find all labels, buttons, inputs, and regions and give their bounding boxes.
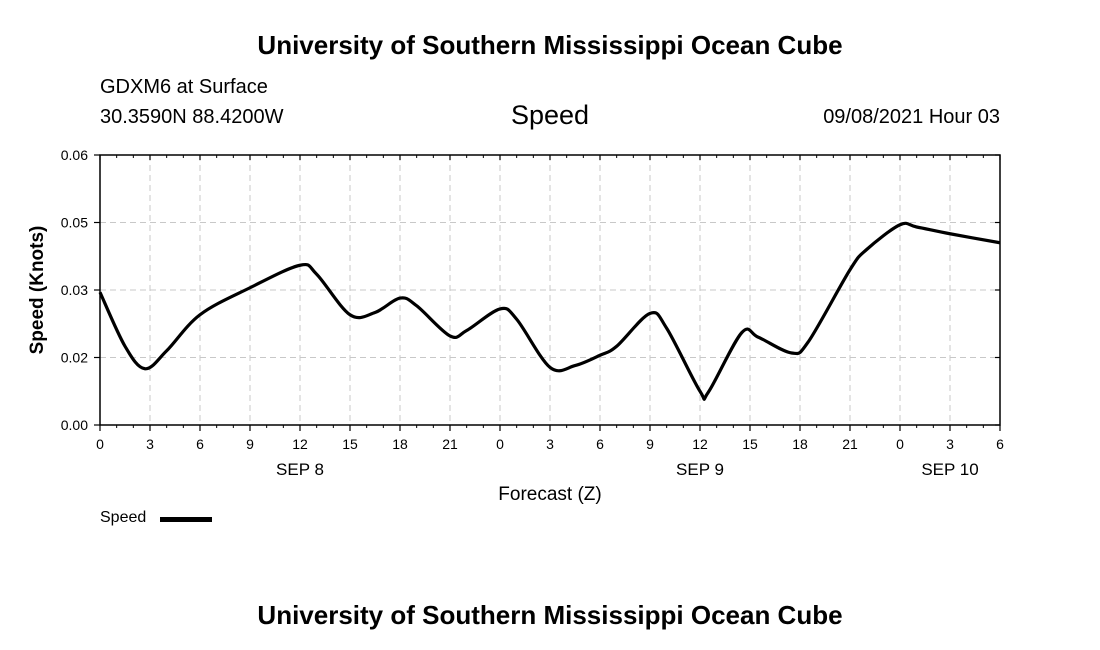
y-tick-label: 0.03 <box>61 282 88 298</box>
series-lines <box>98 221 1001 401</box>
x-tick-label: 6 <box>196 436 204 452</box>
legend-swatch <box>160 517 212 522</box>
x-tick-label: 18 <box>792 436 808 452</box>
x-tick-label: 9 <box>646 436 654 452</box>
x-tick-label: 21 <box>842 436 858 452</box>
x-tick-label: 15 <box>342 436 358 452</box>
x-tick-label: 3 <box>546 436 554 452</box>
x-tick-label: 3 <box>146 436 154 452</box>
y-tick-label: 0.02 <box>61 350 88 366</box>
x-tick-label: 18 <box>392 436 408 452</box>
grid-lines <box>100 155 1000 425</box>
x-tick-label: 0 <box>496 436 504 452</box>
y-axis-label: Speed (Knots) <box>27 226 48 355</box>
legend-label: Speed <box>100 509 147 526</box>
datetime-label: 09/08/2021 Hour 03 <box>823 106 1000 128</box>
x-tick-label: 9 <box>246 436 254 452</box>
date-label: SEP 8 <box>276 460 324 479</box>
x-tick-label: 0 <box>96 436 104 452</box>
plot-title: Speed <box>510 100 590 130</box>
x-tick-label: 21 <box>442 436 458 452</box>
axis-ticks <box>94 154 1001 431</box>
x-tick-label: 12 <box>292 436 308 452</box>
x-axis-label: Forecast (Z) <box>498 484 601 505</box>
x-tick-label: 15 <box>742 436 758 452</box>
coordinates-label: 30.3590N 88.4200W <box>100 106 284 128</box>
date-label: SEP 9 <box>676 460 724 479</box>
x-tick-label: 6 <box>596 436 604 452</box>
y-tick-labels: 0.00 0.02 0.03 0.05 0.06 <box>61 147 88 433</box>
y-tick-label: 0.06 <box>61 147 88 163</box>
x-tick-labels: 0 3 6 9 12 15 18 21 0 3 6 9 12 15 18 21 0 3 6 <box>96 436 1004 452</box>
series-line-speed <box>98 221 1001 401</box>
x-tick-label: 6 <box>996 436 1004 452</box>
y-tick-label: 0.05 <box>61 215 88 231</box>
chart-title-top: University of Southern Mississippi Ocean… <box>257 30 843 60</box>
x-tick-label: 12 <box>692 436 708 452</box>
date-labels: SEP 8 SEP 9 SEP 10 <box>276 460 979 479</box>
station-label: GDXM6 at Surface <box>100 76 268 98</box>
x-tick-label: 3 <box>946 436 954 452</box>
x-tick-label: 0 <box>896 436 904 452</box>
chart-title-bottom: University of Southern Mississippi Ocean… <box>257 600 843 630</box>
y-tick-label: 0.00 <box>61 417 88 433</box>
date-label: SEP 10 <box>921 460 978 479</box>
